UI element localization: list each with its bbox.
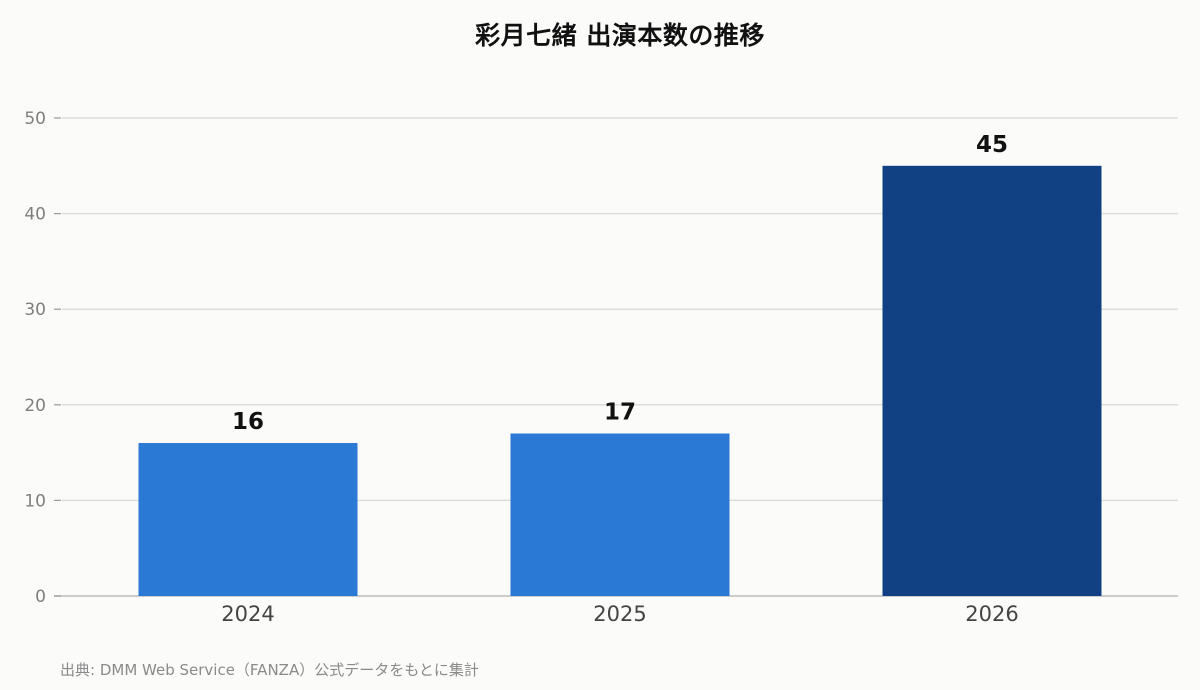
bar-2024 bbox=[138, 443, 358, 596]
bars bbox=[138, 165, 1102, 597]
x-axis: 2024 2025 2026 bbox=[221, 602, 1018, 626]
x-tick-label: 2024 bbox=[221, 602, 274, 626]
y-tick-label: 40 bbox=[24, 205, 46, 225]
y-axis: 0 10 20 30 40 50 bbox=[24, 109, 61, 607]
y-tick-label: 20 bbox=[24, 396, 46, 416]
data-label: 45 bbox=[976, 132, 1008, 158]
data-labels: 16 17 45 bbox=[232, 132, 1008, 435]
x-tick-label: 2025 bbox=[593, 602, 646, 626]
y-tick-label: 30 bbox=[24, 300, 46, 320]
y-tick-label: 10 bbox=[24, 491, 46, 511]
data-label: 17 bbox=[604, 399, 636, 425]
bar-2026 bbox=[882, 165, 1102, 597]
bar-2025 bbox=[510, 433, 730, 596]
y-tick-label: 50 bbox=[24, 109, 46, 129]
x-tick-label: 2026 bbox=[965, 602, 1018, 626]
data-label: 16 bbox=[232, 409, 264, 435]
source-note: 出典: DMM Web Service（FANZA）公式データをもとに集計 bbox=[60, 661, 479, 679]
chart-title: 彩月七緒 出演本数の推移 bbox=[475, 21, 765, 50]
y-tick-label: 0 bbox=[35, 587, 46, 607]
